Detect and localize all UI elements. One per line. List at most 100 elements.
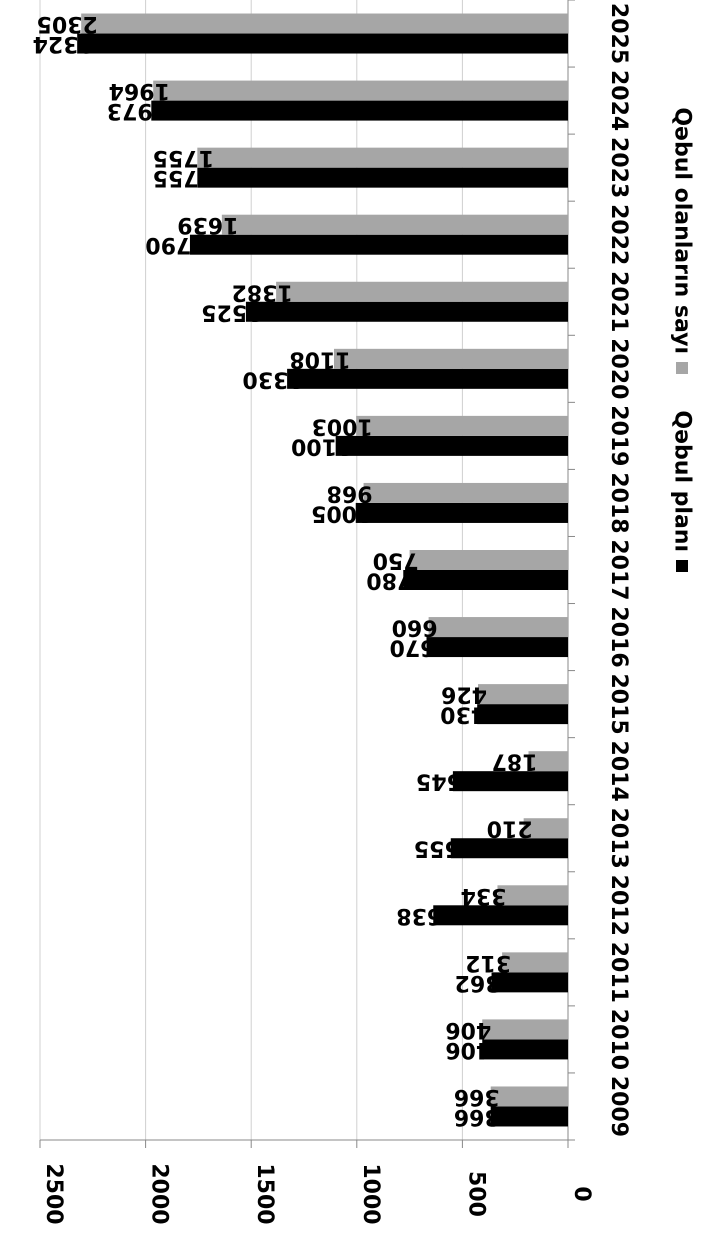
category-label: 2025 [606,3,631,64]
bar-plan [403,570,568,590]
data-label-plan: 2324 [33,31,94,56]
data-label-plan: 430 [440,702,486,727]
data-label-plan: 1525 [201,299,262,324]
bar-plan [477,704,568,725]
category-label: 2018 [606,472,631,533]
bar-admitted [428,617,568,638]
bar-plan [490,1106,568,1127]
bar-plan [426,637,568,658]
bar-plan [482,1039,568,1060]
category-label: 2024 [606,70,631,131]
category-label: 2022 [606,204,631,265]
gridlines [39,0,463,1140]
data-label-plan: 1005 [311,500,372,525]
data-label-plan: 780 [366,568,412,593]
data-label-plan: 1100 [291,433,352,458]
bar-admitted [523,818,568,839]
category-axis: 2009 2010 2011 2012 2013 2014 2015 2016 2017 2018… [568,0,631,1141]
category-label: 2009 [606,1076,631,1137]
legend-label-admitted: Qəbul olanların sayı [670,107,695,354]
category-label: 2023 [606,137,631,198]
category-label: 2020 [606,338,631,399]
bar-plan [335,435,568,456]
bar-admitted [333,348,568,369]
category-label: 2015 [606,674,631,735]
data-label-admitted: 406 [445,1017,491,1042]
bar-admitted [478,684,568,705]
bar-plan [151,100,568,121]
data-label-admitted: 1639 [177,212,238,237]
bar-plan [355,502,568,523]
bar-plan [287,368,568,389]
bar-admitted [276,281,568,302]
category-label: 2021 [606,271,631,332]
data-label-admitted: 187 [492,749,538,774]
category-label: 2014 [606,741,631,802]
legend-swatch-plan [676,560,688,572]
data-label-plan: 1330 [242,366,303,391]
category-label: 2016 [606,606,631,667]
data-label-plan: 1790 [145,232,206,257]
value-tick-label: 2000 [147,1163,172,1224]
data-label-admitted: 312 [465,950,511,975]
bar-admitted [363,482,568,503]
bar-plan [245,301,569,322]
legend-swatch-admitted [676,362,688,374]
value-tick-label: 1500 [252,1163,277,1224]
data-label-plan: 670 [390,635,436,660]
data-label-admitted: 210 [487,816,533,841]
value-tick-label: 2500 [41,1163,66,1224]
data-label-admitted: 1382 [232,279,293,304]
data-label-plan: 1755 [153,165,214,190]
bars [77,13,569,1127]
bar-admitted [497,885,568,906]
bar-admitted [221,214,568,235]
category-label: 2010 [606,1009,631,1070]
data-label-plan: 555 [414,836,460,861]
bar-plan [197,167,568,188]
data-label-admitted: 366 [454,1084,500,1109]
bar-plan [433,905,568,926]
category-label: 2011 [606,942,631,1003]
bar-admitted [409,550,568,570]
data-label-plan: 638 [396,903,442,928]
data-label-plan: 1973 [107,98,168,123]
bar-plan [77,33,568,54]
bar-plan [450,838,568,859]
data-label-plan: 406 [445,1037,491,1062]
bar-plan [491,972,568,993]
bar-admitted [528,751,568,772]
data-label-admitted: 1108 [289,346,350,371]
value-tick-label: 500 [463,1171,488,1217]
data-label-plan: 366 [454,1104,500,1129]
data-label-admitted: 968 [327,480,373,505]
data-label-admitted: 1755 [153,145,214,170]
category-label: 2019 [606,405,631,466]
category-label: 2013 [606,808,631,869]
bar-admitted [502,952,568,973]
data-label-plan: 362 [455,970,501,995]
data-label-admitted: 334 [460,883,506,908]
legend-label-plan: Qəbul planı [670,410,695,552]
data-label-admitted: 1964 [109,78,170,103]
data-label-admitted: 2305 [37,11,98,36]
bar-admitted [356,415,568,436]
data-label-admitted: 1003 [312,413,373,438]
bar-admitted [490,1086,568,1107]
data-label-admitted: 750 [373,548,419,573]
bar-admitted [153,80,569,101]
value-axis: 0 500 1000 1500 2000 2500 [39,1139,594,1225]
bar-plan [452,771,568,792]
bar-admitted [81,13,569,34]
category-label: 2017 [606,539,631,600]
data-label-plan: 545 [416,769,462,794]
value-tick-label: 0 [569,1186,594,1201]
bar-plan [189,234,568,255]
data-label-admitted: 660 [392,615,438,640]
category-label: 2012 [606,875,631,936]
legend: Qəbul planı Qəbul olanların sayı [670,107,695,572]
data-label-admitted: 426 [441,682,487,707]
